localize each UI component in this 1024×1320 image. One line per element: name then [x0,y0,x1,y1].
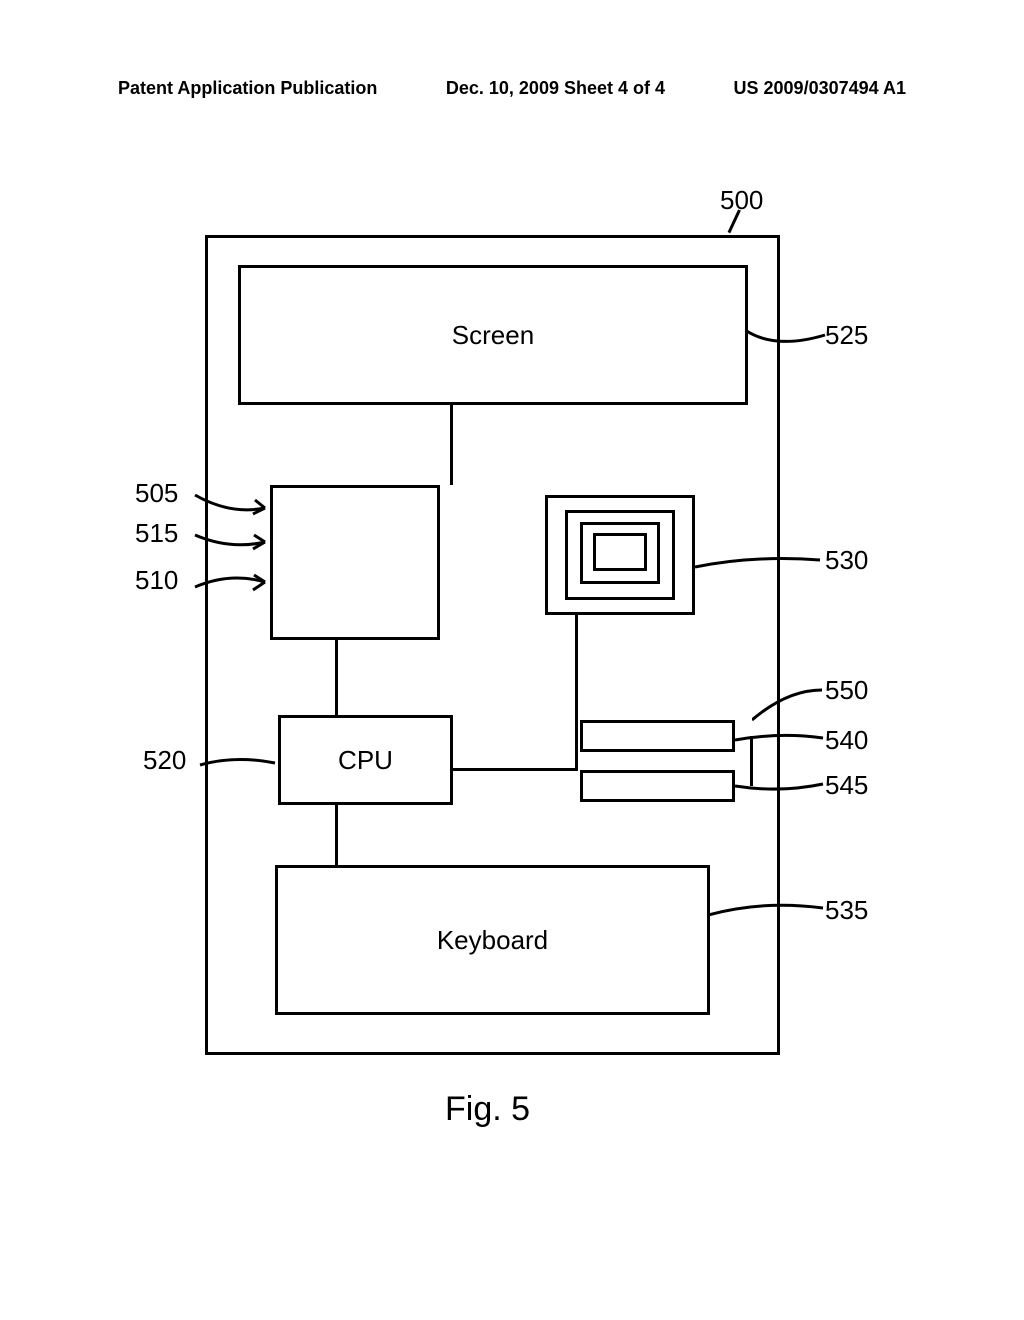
figure-caption: Fig. 5 [445,1090,530,1129]
page-header: Patent Application Publication Dec. 10, … [0,78,1024,99]
label-545: 545 [825,770,868,801]
cpu-text: CPU [338,745,393,776]
memory-block [270,485,440,640]
leader-505 [190,490,275,520]
label-530: 530 [825,545,868,576]
figure-5-diagram: 500 Screen 525 505 515 510 530 [0,180,1024,1320]
leader-545 [735,778,827,796]
leader-510 [190,572,275,600]
leader-520 [195,755,280,775]
camera-core [593,533,647,571]
keyboard-box: Keyboard [275,865,710,1015]
header-publication: Patent Application Publication [118,78,377,99]
label-505: 505 [135,478,178,509]
leader-515 [190,530,275,555]
label-515: 515 [135,518,178,549]
label-550: 550 [825,675,868,706]
screen-text: Screen [452,320,534,351]
leader-530 [695,555,825,580]
conn-cpu-kbd [335,805,338,865]
leader-540 [735,732,827,750]
label-540: 540 [825,725,868,756]
conn-screen-mem [450,405,453,485]
keyboard-text: Keyboard [437,925,548,956]
label-535: 535 [825,895,868,926]
screen-box: Screen [238,265,748,405]
leader-550 [752,685,827,725]
label-520: 520 [143,745,186,776]
conn-slot-stub-up [575,736,578,771]
label-525: 525 [825,320,868,351]
conn-cpu-slots [453,768,578,771]
conn-mem-cpu [335,640,338,715]
label-510: 510 [135,565,178,596]
slot-top [580,720,735,752]
slot-bottom [580,770,735,802]
header-date: Dec. 10, 2009 Sheet 4 of 4 [446,78,665,99]
leader-535 [708,900,828,925]
header-pubno: US 2009/0307494 A1 [734,78,906,99]
cpu-box: CPU [278,715,453,805]
label-500: 500 [720,185,763,216]
leader-525 [745,325,830,355]
